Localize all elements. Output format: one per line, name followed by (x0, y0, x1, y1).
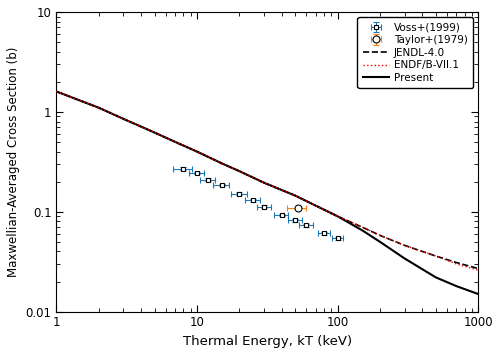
Present (292, 193, 298, 198)
Present (236, 169, 242, 173)
ENDF/B-VII.1 (292, 193, 298, 198)
Present (475, 292, 481, 296)
Legend: Voss+(1999), Taylor+(1979), JENDL-4.0, ENDF/B-VII.1, Present: Voss+(1999), Taylor+(1979), JENDL-4.0, E… (358, 17, 473, 88)
Y-axis label: Maxwellian-Averaged Cross Section (b): Maxwellian-Averaged Cross Section (b) (7, 47, 20, 277)
Present (334, 214, 340, 218)
Present (313, 203, 319, 208)
ENDF/B-VII.1 (360, 225, 366, 229)
JENDL-4.0 (360, 225, 366, 229)
JENDL-4.0 (120, 117, 126, 121)
Present (219, 161, 225, 165)
Line: ENDF/B-VII.1: ENDF/B-VII.1 (56, 92, 478, 270)
ENDF/B-VII.1 (152, 130, 158, 135)
JENDL-4.0 (54, 89, 60, 94)
ENDF/B-VII.1 (377, 233, 383, 237)
ENDF/B-VII.1 (96, 105, 102, 110)
Line: JENDL-4.0: JENDL-4.0 (56, 92, 478, 268)
ENDF/B-VII.1 (236, 169, 242, 173)
ENDF/B-VII.1 (454, 262, 460, 266)
X-axis label: Thermal Energy, kT (keV): Thermal Energy, kT (keV) (182, 335, 352, 348)
Line: Present: Present (56, 92, 478, 294)
ENDF/B-VII.1 (313, 203, 319, 208)
JENDL-4.0 (96, 105, 102, 110)
Present (360, 228, 366, 233)
JENDL-4.0 (377, 233, 383, 237)
Present (433, 275, 439, 279)
JENDL-4.0 (454, 261, 460, 265)
JENDL-4.0 (152, 130, 158, 135)
ENDF/B-VII.1 (194, 149, 200, 154)
JENDL-4.0 (475, 266, 481, 271)
Present (152, 130, 158, 135)
JENDL-4.0 (292, 193, 298, 198)
ENDF/B-VII.1 (219, 161, 225, 165)
Present (172, 140, 178, 144)
ENDF/B-VII.1 (261, 181, 267, 185)
ENDF/B-VII.1 (120, 117, 126, 121)
ENDF/B-VII.1 (172, 140, 178, 144)
Present (402, 256, 407, 261)
ENDF/B-VII.1 (334, 214, 340, 218)
JENDL-4.0 (433, 254, 439, 258)
Present (120, 117, 126, 121)
Present (454, 284, 460, 288)
JENDL-4.0 (334, 214, 340, 218)
Present (261, 181, 267, 185)
JENDL-4.0 (261, 181, 267, 185)
Present (194, 149, 200, 154)
ENDF/B-VII.1 (402, 243, 407, 247)
ENDF/B-VII.1 (475, 268, 481, 272)
Present (377, 240, 383, 244)
ENDF/B-VII.1 (54, 89, 60, 94)
JENDL-4.0 (236, 169, 242, 173)
ENDF/B-VII.1 (433, 254, 439, 258)
JENDL-4.0 (194, 149, 200, 154)
JENDL-4.0 (219, 161, 225, 165)
JENDL-4.0 (313, 203, 319, 208)
JENDL-4.0 (402, 243, 407, 247)
Present (54, 89, 60, 94)
JENDL-4.0 (172, 140, 178, 144)
Present (96, 105, 102, 110)
